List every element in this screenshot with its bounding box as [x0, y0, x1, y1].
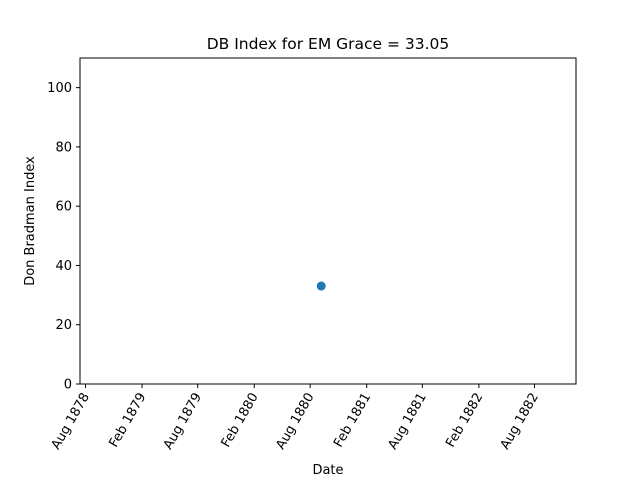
plot-frame — [79, 57, 577, 385]
x-tick-label: Feb 1880 — [219, 391, 262, 451]
y-tick-label: 20 — [55, 318, 72, 333]
y-tick-label: 40 — [55, 259, 72, 274]
x-tick-label: Feb 1879 — [106, 391, 149, 451]
x-tick-label: Aug 1879 — [161, 391, 205, 453]
y-tick-label: 0 — [64, 378, 72, 393]
y-tick-label: 80 — [55, 140, 72, 155]
x-tick-label: Aug 1881 — [386, 391, 430, 453]
chart-title: DB Index for EM Grace = 33.05 — [207, 35, 450, 53]
x-axis-label: Date — [312, 463, 343, 478]
y-tick-label: 100 — [47, 81, 72, 96]
data-point — [316, 281, 326, 291]
x-tick-label: Aug 1878 — [49, 391, 93, 453]
x-tick-label: Feb 1881 — [331, 391, 374, 451]
plot-area: 0 20 40 60 80 100 Aug 1878 Feb 1879 Aug 1879 Feb … — [47, 57, 577, 453]
x-tick-label: Feb 1882 — [443, 391, 486, 451]
x-tick-label: Aug 1880 — [273, 391, 317, 453]
y-tick-label: 60 — [55, 200, 72, 215]
y-axis-label: Don Bradman Index — [23, 156, 38, 286]
x-tick-label: Aug 1882 — [498, 391, 542, 453]
